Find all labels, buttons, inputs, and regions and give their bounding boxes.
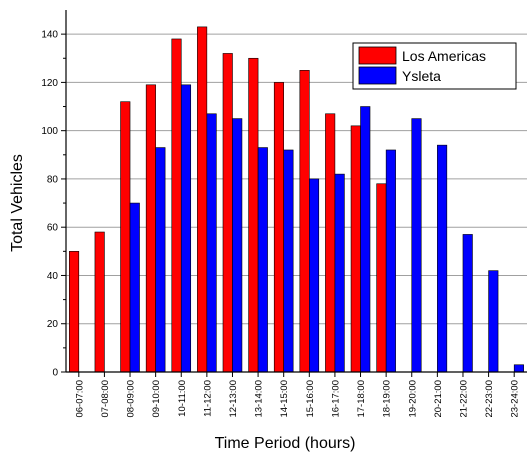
bar-los-americas-12-13:00 xyxy=(222,53,233,373)
y-tick-label: 140 xyxy=(41,30,58,41)
y-tick-label: 0 xyxy=(52,368,58,379)
axes: 0 20 40 60 80 100 120 140 06-07:00 07-08:00 08-09:… xyxy=(41,10,527,418)
bar-los-americas-18-19:00 xyxy=(376,183,387,373)
bar-los-americas-10-11:00 xyxy=(171,38,182,373)
bar-ysleta-16-17:00 xyxy=(334,173,345,373)
x-tick-label: 13-14:00 xyxy=(254,380,265,418)
legend-label-los-americas: Los Americas xyxy=(402,48,486,64)
bar-los-americas-17-18:00 xyxy=(350,125,361,373)
bar-los-americas-09-10:00 xyxy=(145,84,156,373)
bar-ysleta-21-22:00 xyxy=(462,234,473,373)
gridlines xyxy=(66,33,527,325)
bar-ysleta-13-14:00 xyxy=(257,147,268,373)
bar-ysleta-09-10:00 xyxy=(155,147,166,373)
x-axis-title: Time Period (hours) xyxy=(215,435,356,452)
bar-ysleta-19-20:00 xyxy=(411,118,422,373)
x-tick-label: 12-13:00 xyxy=(228,380,239,418)
bar-ysleta-17-18:00 xyxy=(360,106,371,373)
x-tick-label: 21-22:00 xyxy=(458,380,469,418)
y-tick-label: 120 xyxy=(41,78,58,89)
y-tick-label: 100 xyxy=(41,126,58,137)
bar-ysleta-18-19:00 xyxy=(385,149,396,373)
x-tick-label: 17-18:00 xyxy=(356,380,367,418)
legend: Los Americas Ysleta xyxy=(352,42,517,90)
bar-ysleta-10-11:00 xyxy=(180,84,192,373)
bar-ysleta-12-13:00 xyxy=(232,118,243,373)
bar-los-americas-15-16:00 xyxy=(299,70,310,373)
x-tick-label: 18-19:00 xyxy=(382,380,393,418)
y-tick-label: 80 xyxy=(47,174,59,185)
bar-los-americas-13-14:00 xyxy=(248,57,259,373)
bars xyxy=(69,26,524,373)
x-tick-label: 20-21:00 xyxy=(433,380,444,418)
bar-los-americas-14-15:00 xyxy=(273,82,284,373)
legend-swatch-los-americas xyxy=(358,46,397,65)
bar-los-americas-06-07:00 xyxy=(69,251,80,373)
bar-los-americas-11-12:00 xyxy=(197,26,208,373)
bar-los-americas-08-09:00 xyxy=(120,101,131,373)
bar-los-americas-07-08:00 xyxy=(94,231,105,373)
bar-ysleta-22-23:00 xyxy=(488,270,499,373)
bar-ysleta-11-12:00 xyxy=(206,113,217,373)
x-tick-label: 10-11:00 xyxy=(177,380,188,417)
legend-swatch-ysleta xyxy=(358,66,397,85)
y-tick-label: 20 xyxy=(47,319,59,330)
x-tick-label: 16-17:00 xyxy=(330,380,341,418)
bar-ysleta-23-24:00 xyxy=(513,364,524,373)
x-tick-label: 11-12:00 xyxy=(202,380,213,417)
bar-los-americas-16-17:00 xyxy=(325,113,336,373)
x-tick-label: 19-20:00 xyxy=(407,380,418,418)
y-tick-label: 60 xyxy=(47,223,59,234)
legend-label-ysleta: Ysleta xyxy=(402,68,441,84)
x-tick-label: 15-16:00 xyxy=(305,380,316,418)
x-tick-label: 09-10:00 xyxy=(151,380,162,418)
x-tick-label: 14-15:00 xyxy=(279,380,290,418)
bar-ysleta-20-21:00 xyxy=(437,144,448,373)
bar-ysleta-15-16:00 xyxy=(309,178,320,373)
x-tick-label: 07-08:00 xyxy=(100,380,111,418)
x-tick-label: 22-23:00 xyxy=(484,380,495,418)
y-tick-label: 40 xyxy=(47,271,59,282)
y-axis-title: Total Vehicles xyxy=(9,154,26,252)
bar-ysleta-14-15:00 xyxy=(283,149,294,373)
x-tick-label: 06-07:00 xyxy=(74,380,85,418)
x-tick-label: 23-24:00 xyxy=(510,380,521,418)
x-tick-label: 08-09:00 xyxy=(126,380,137,418)
bar-ysleta-08-09:00 xyxy=(129,202,140,373)
